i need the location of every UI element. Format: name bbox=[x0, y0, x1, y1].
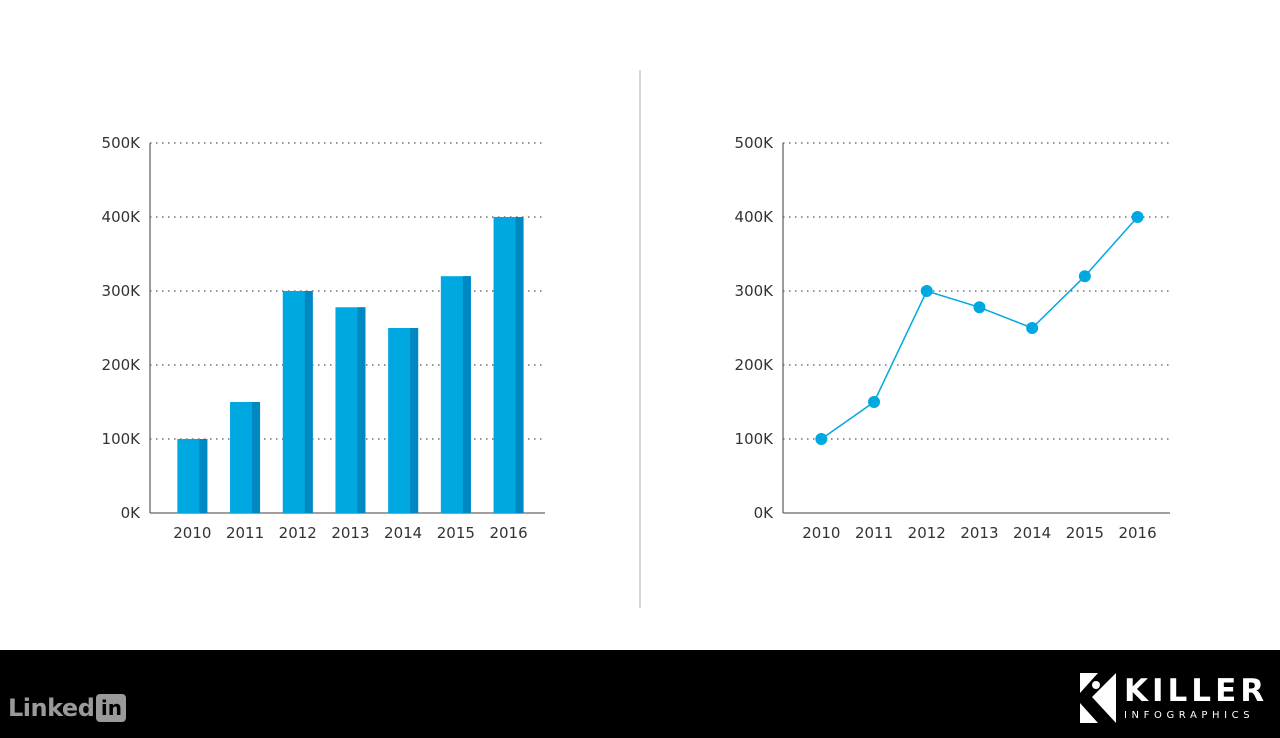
x-tick-label: 2015 bbox=[1066, 524, 1104, 542]
y-tick-label: 100K bbox=[102, 430, 142, 448]
y-tick-label: 400K bbox=[735, 208, 775, 226]
y-tick-label: 200K bbox=[735, 356, 775, 374]
y-tick-label: 100K bbox=[735, 430, 775, 448]
x-tick-label: 2013 bbox=[331, 524, 369, 542]
y-tick-label: 300K bbox=[735, 282, 775, 300]
data-point bbox=[920, 285, 933, 297]
data-point bbox=[1131, 211, 1144, 223]
data-point bbox=[1078, 270, 1091, 283]
data-point bbox=[1026, 322, 1039, 334]
y-tick-label: 300K bbox=[102, 282, 142, 300]
killer-logo-subtitle: INFOGRAPHICS bbox=[1124, 709, 1255, 721]
bar-shade bbox=[357, 307, 366, 513]
x-tick-label: 2012 bbox=[279, 524, 317, 542]
linkedin-logo-box: in bbox=[96, 694, 127, 722]
x-tick-label: 2011 bbox=[855, 524, 893, 542]
y-tick-label: 0K bbox=[754, 504, 775, 522]
killer-logo-mark-icon bbox=[1066, 673, 1116, 723]
x-tick-label: 2014 bbox=[1013, 524, 1051, 542]
bar-shade bbox=[410, 328, 419, 513]
x-tick-label: 2014 bbox=[384, 524, 422, 542]
footer-bar: Linked in KILLER INFOGRAPHICS bbox=[0, 650, 1280, 738]
data-point bbox=[815, 433, 828, 445]
data-point bbox=[868, 396, 881, 408]
linkedin-logo-text: Linked bbox=[8, 694, 95, 722]
linkedin-logo: Linked in bbox=[8, 694, 127, 722]
x-tick-label: 2013 bbox=[960, 524, 998, 542]
series-line bbox=[820, 216, 1139, 440]
y-tick-label: 200K bbox=[102, 356, 142, 374]
charts-svg: 0K 100K 200K 300K 400K 500K 2010 2011 2012 2013 20… bbox=[102, 70, 1170, 608]
charts-area: 0K 100K 200K 300K 400K 500K 2010 2011 2012 2013 20… bbox=[102, 70, 1170, 608]
killer-infographics-logo: KILLER INFOGRAPHICS bbox=[1066, 673, 1268, 723]
y-tick-label: 400K bbox=[102, 208, 142, 226]
bar-shade bbox=[462, 276, 471, 513]
x-tick-label: 2010 bbox=[802, 524, 840, 542]
x-tick-label: 2010 bbox=[173, 524, 211, 542]
data-point bbox=[973, 301, 986, 314]
x-tick-label: 2011 bbox=[226, 524, 264, 542]
y-tick-label: 500K bbox=[102, 134, 142, 152]
bar-shade bbox=[252, 402, 261, 513]
bar-shade bbox=[304, 291, 313, 513]
killer-logo-title: KILLER bbox=[1124, 672, 1269, 709]
x-tick-label: 2015 bbox=[437, 524, 475, 542]
line-chart: 0K 100K 200K 300K 400K 500K 2010 2011 2012 2013 20… bbox=[735, 134, 1170, 542]
bar-shade bbox=[515, 217, 524, 513]
x-tick-label: 2016 bbox=[1118, 524, 1156, 542]
x-tick-label: 2016 bbox=[489, 524, 527, 542]
y-tick-label: 0K bbox=[121, 504, 142, 522]
y-tick-label: 500K bbox=[735, 134, 775, 152]
bar-shade bbox=[199, 439, 208, 513]
bar-chart: 0K 100K 200K 300K 400K 500K 2010 2011 2012 2013 20… bbox=[102, 134, 545, 542]
x-tick-label: 2012 bbox=[908, 524, 946, 542]
